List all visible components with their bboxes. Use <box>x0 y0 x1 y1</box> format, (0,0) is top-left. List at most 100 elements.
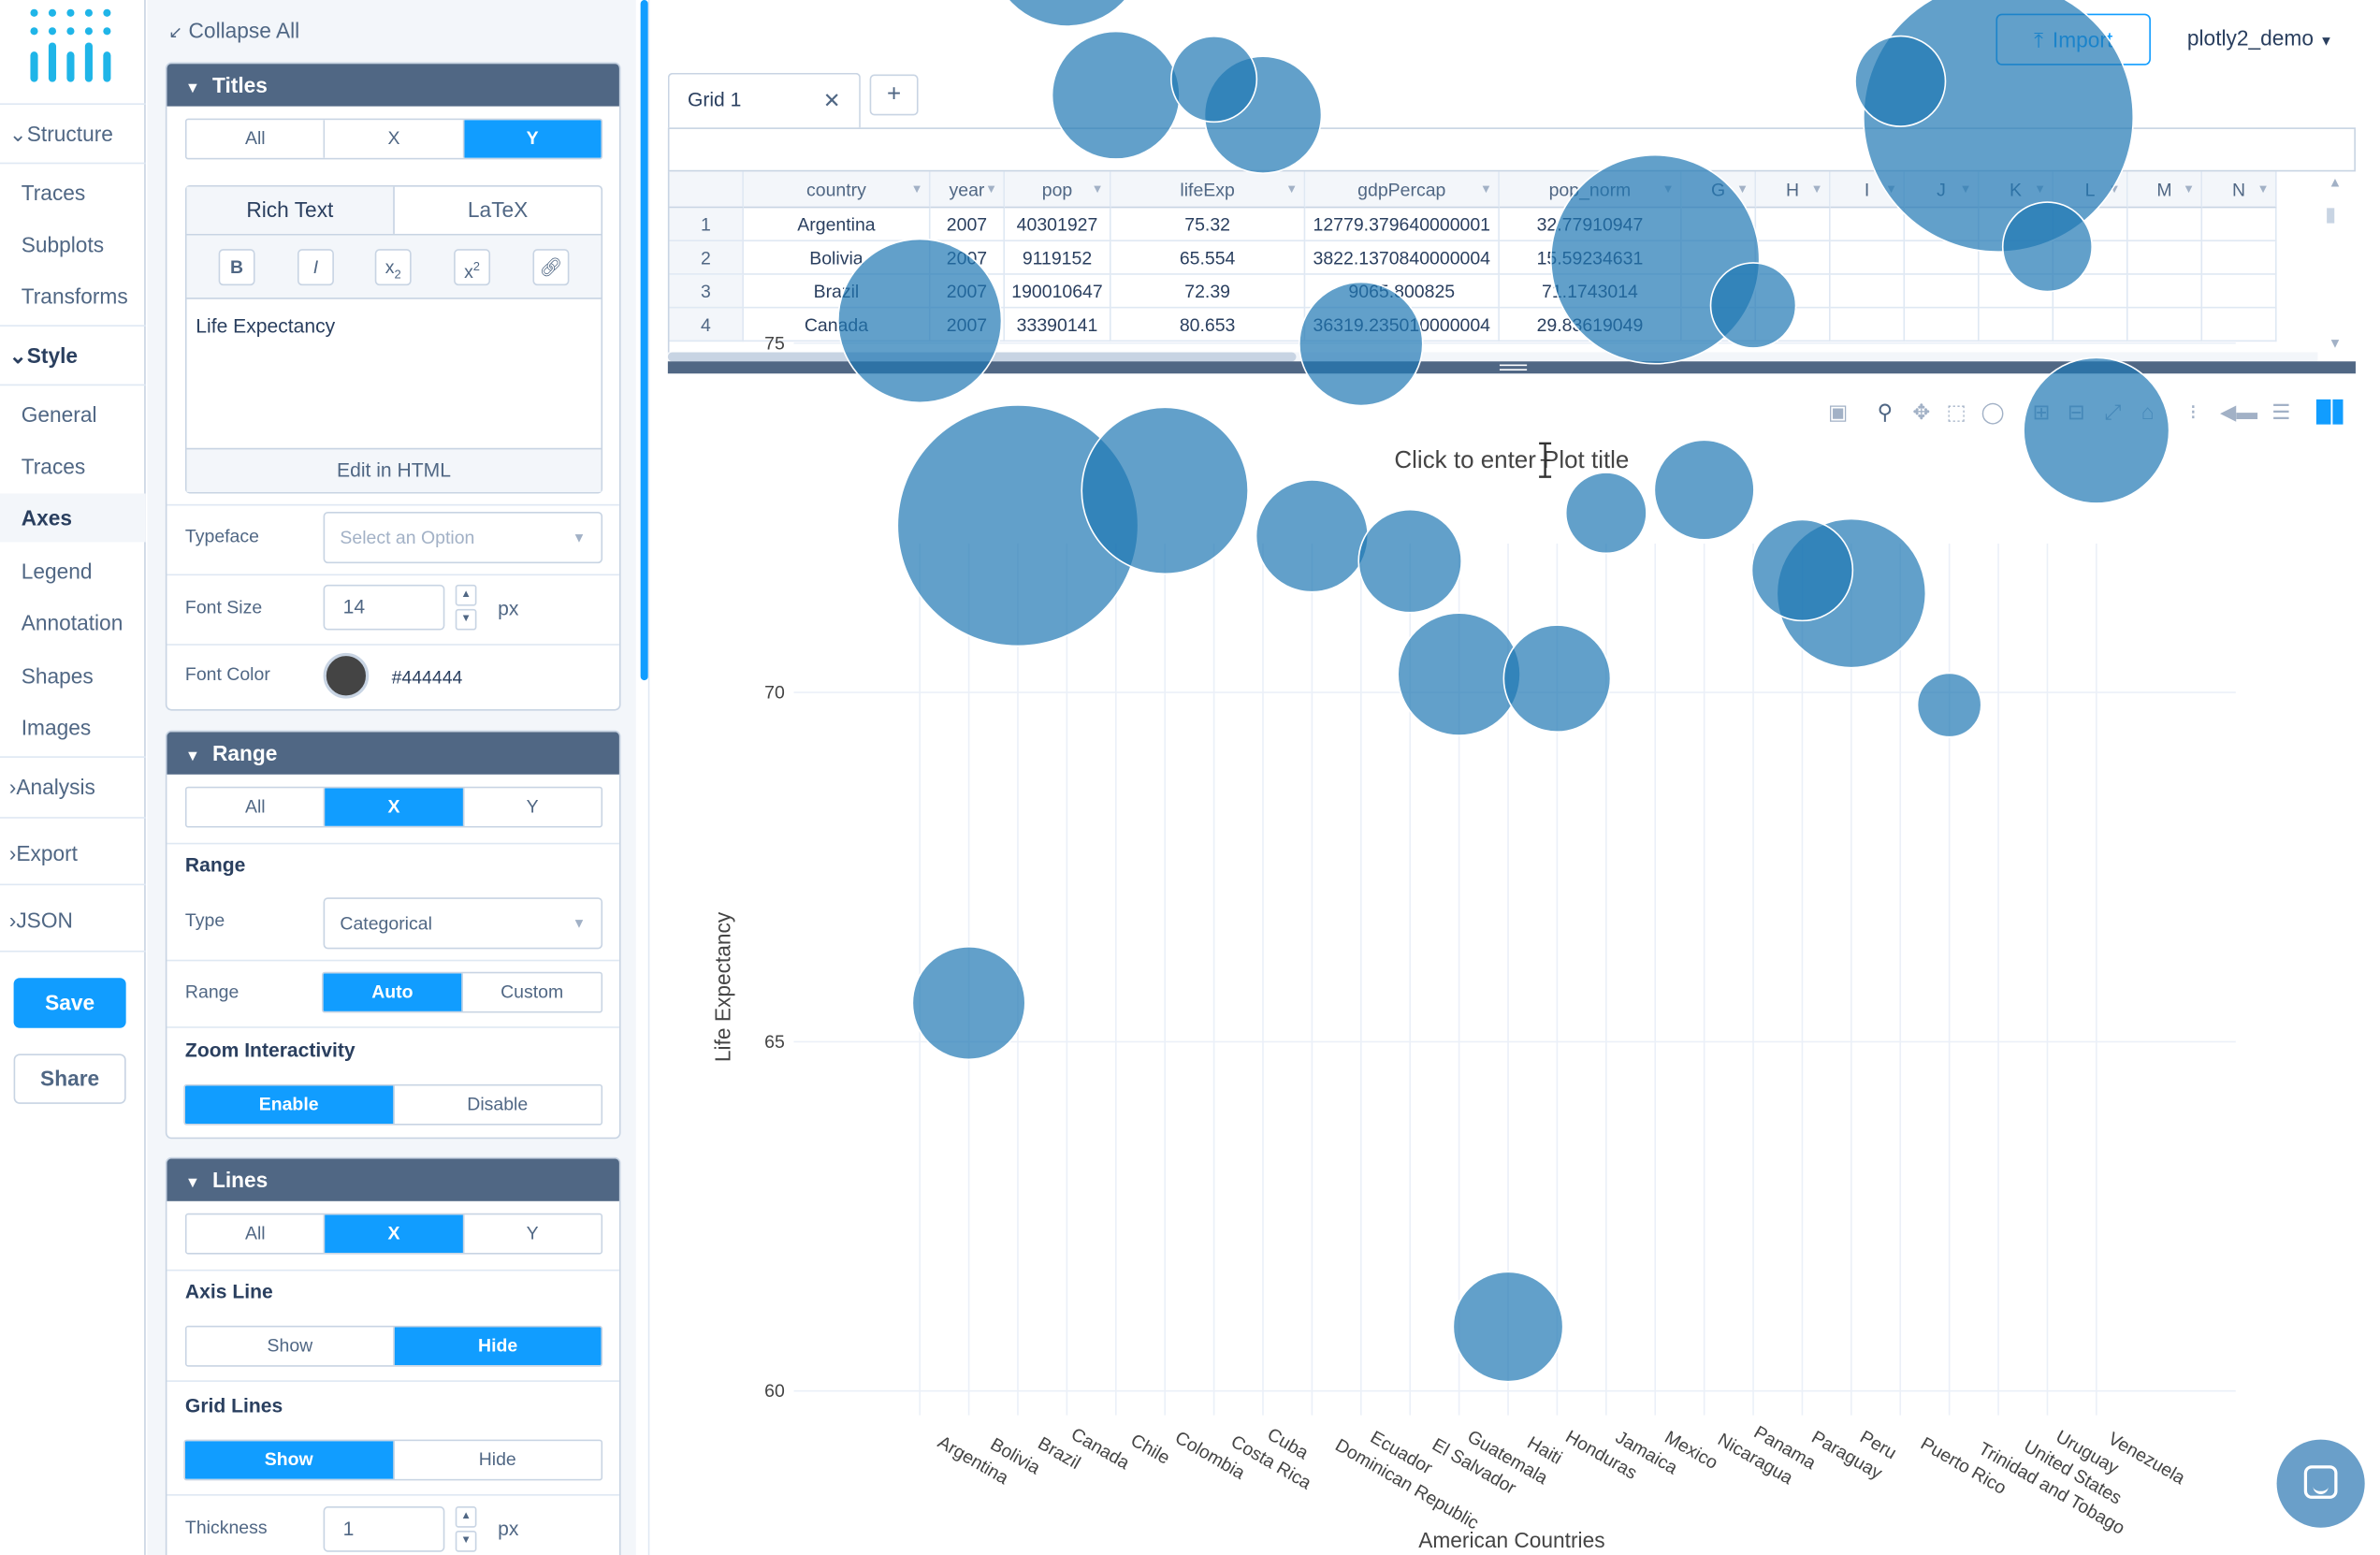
thickness-input[interactable]: 1 <box>323 1506 445 1552</box>
nav-structure[interactable]: ⌄Structure <box>9 122 113 148</box>
table-cell[interactable] <box>1830 208 1906 242</box>
nav-item-traces-style[interactable]: Traces <box>21 454 86 479</box>
table-cell[interactable] <box>2127 241 2203 275</box>
table-cell[interactable] <box>1979 308 2054 342</box>
tab-grid-1[interactable]: Grid 1 ✕ <box>667 72 861 128</box>
table-cell[interactable]: 9119152 <box>1005 241 1111 275</box>
table-cell[interactable] <box>2053 308 2128 342</box>
thickness-stepper[interactable]: ▲ ▼ <box>455 1506 477 1555</box>
bubble-marker[interactable] <box>1081 406 1249 575</box>
nav-item-shapes[interactable]: Shapes <box>21 663 94 689</box>
axis-type-dropdown[interactable]: Categorical ▼ <box>323 897 603 950</box>
plotly-logo-icon[interactable]: ▉▋ <box>2316 399 2350 424</box>
superscript-button[interactable]: x2 <box>454 249 491 286</box>
font-color-swatch[interactable] <box>323 652 370 699</box>
table-cell[interactable] <box>2127 208 2203 242</box>
bubble-marker[interactable] <box>1397 612 1521 736</box>
column-menu-icon[interactable]: ▼ <box>910 182 923 196</box>
bubble-marker[interactable] <box>1564 472 1647 555</box>
bubble-marker[interactable] <box>911 945 1026 1061</box>
range-axis-x[interactable]: X <box>325 788 464 826</box>
zoom-icon[interactable]: ⚲ <box>1877 399 1894 424</box>
table-cell[interactable]: Argentina <box>743 208 931 242</box>
box-select-icon[interactable]: ⬚ <box>1946 399 1966 424</box>
scroll-down-icon[interactable]: ▼ <box>2328 335 2343 351</box>
nav-item-annotation[interactable]: Annotation <box>21 610 123 635</box>
axis-line-show-option[interactable]: Show <box>186 1327 395 1366</box>
lines-axis-y[interactable]: Y <box>463 1214 602 1253</box>
column-menu-icon[interactable]: ▼ <box>1810 182 1823 196</box>
nav-item-axes[interactable]: Axes <box>21 505 73 530</box>
titles-axis-x[interactable]: X <box>325 120 464 158</box>
table-cell[interactable] <box>2202 241 2277 275</box>
bubble-marker[interactable] <box>1051 30 1181 160</box>
scroll-up-icon[interactable]: ▲ <box>2328 174 2343 190</box>
nav-json[interactable]: ›JSON <box>9 908 73 933</box>
add-grid-button[interactable]: + <box>869 74 919 116</box>
grid-lines-hide-option[interactable]: Hide <box>394 1441 602 1479</box>
column-menu-icon[interactable]: ▼ <box>2257 182 2270 196</box>
zoom-disable-option[interactable]: Disable <box>394 1085 602 1125</box>
titles-axis-all[interactable]: All <box>186 120 326 158</box>
font-size-stepper[interactable]: ▲ ▼ <box>455 584 477 633</box>
link-button[interactable]: 🔗︎ <box>532 249 570 286</box>
hover-closest-icon[interactable]: ◀▬ <box>2219 399 2258 424</box>
table-cell[interactable]: 72.39 <box>1110 274 1306 309</box>
grid-lines-show-option[interactable]: Show <box>184 1441 395 1479</box>
font-size-input[interactable]: 14 <box>323 584 445 631</box>
table-cell[interactable] <box>2202 274 2277 309</box>
nav-item-general[interactable]: General <box>21 402 97 428</box>
table-cell[interactable]: 80.653 <box>1110 308 1306 342</box>
table-cell[interactable] <box>1756 208 1831 242</box>
typeface-dropdown[interactable]: Select an Option ▼ <box>323 511 603 564</box>
lines-section-header[interactable]: ▼ Lines <box>167 1158 619 1201</box>
table-cell[interactable]: 3822.1370840000004 <box>1305 241 1500 275</box>
table-cell[interactable] <box>1905 308 1980 342</box>
table-cell[interactable]: 40301927 <box>1005 208 1111 242</box>
column-menu-icon[interactable]: ▼ <box>1091 182 1104 196</box>
nav-item-traces[interactable]: Traces <box>21 181 86 206</box>
user-menu[interactable]: plotly2_demo ▼ <box>2187 26 2333 51</box>
nav-item-transforms[interactable]: Transforms <box>21 283 128 309</box>
hover-compare-icon[interactable]: ☰ <box>2271 399 2291 424</box>
nav-analysis[interactable]: ›Analysis <box>9 775 95 799</box>
chat-launcher-button[interactable] <box>2276 1439 2365 1528</box>
bubble-marker[interactable] <box>2023 356 2170 504</box>
bubble-marker[interactable] <box>1854 35 1947 127</box>
bubble-marker[interactable] <box>1502 624 1612 734</box>
bubble-marker[interactable] <box>1653 439 1755 541</box>
column-header[interactable]: gdpPercap ▼ <box>1305 171 1500 209</box>
nav-item-images[interactable]: Images <box>21 715 92 740</box>
subscript-button[interactable]: x2 <box>374 249 412 286</box>
spike-lines-icon[interactable]: ⁝ <box>2189 399 2197 424</box>
nav-style[interactable]: ⌄Style <box>9 343 78 370</box>
table-cell[interactable] <box>1830 308 1906 342</box>
titles-axis-y[interactable]: Y <box>463 120 602 158</box>
table-cell[interactable] <box>1830 274 1906 309</box>
y-axis-title[interactable]: Life Expectancy <box>710 911 734 1062</box>
plot-title-placeholder[interactable]: Click to enter Plot title <box>1394 445 1629 473</box>
table-cell[interactable] <box>2202 208 2277 242</box>
column-menu-icon[interactable]: ▼ <box>1736 182 1749 196</box>
stepper-up-icon[interactable]: ▲ <box>455 1506 477 1528</box>
column-header[interactable]: M ▼ <box>2127 171 2203 209</box>
italic-button[interactable]: I <box>297 249 334 286</box>
zoom-enable-option[interactable]: Enable <box>184 1085 395 1125</box>
font-color-value[interactable]: #444444 <box>391 666 463 689</box>
bold-button[interactable]: B <box>218 249 255 286</box>
range-axis-y[interactable]: Y <box>463 788 602 826</box>
range-auto-option[interactable]: Auto <box>323 973 463 1011</box>
bubble-marker[interactable] <box>1549 153 1761 365</box>
lines-axis-x[interactable]: X <box>325 1214 464 1253</box>
share-button[interactable]: Share <box>13 1054 126 1104</box>
table-cell[interactable]: 2007 <box>930 208 1006 242</box>
lines-axis-all[interactable]: All <box>186 1214 326 1253</box>
column-menu-icon[interactable]: ▼ <box>2183 182 2195 196</box>
grid-vertical-scrollbar[interactable]: ▲ ▼ <box>2322 171 2352 356</box>
axis-line-hide-option[interactable]: Hide <box>394 1327 602 1366</box>
tab-rich-text[interactable]: Rich Text <box>186 186 395 234</box>
range-axis-all[interactable]: All <box>186 788 326 826</box>
grid-plot-resize-handle[interactable] <box>667 361 2356 374</box>
table-cell[interactable]: 65.554 <box>1110 241 1306 275</box>
grid-corner-cell[interactable] <box>669 171 744 209</box>
